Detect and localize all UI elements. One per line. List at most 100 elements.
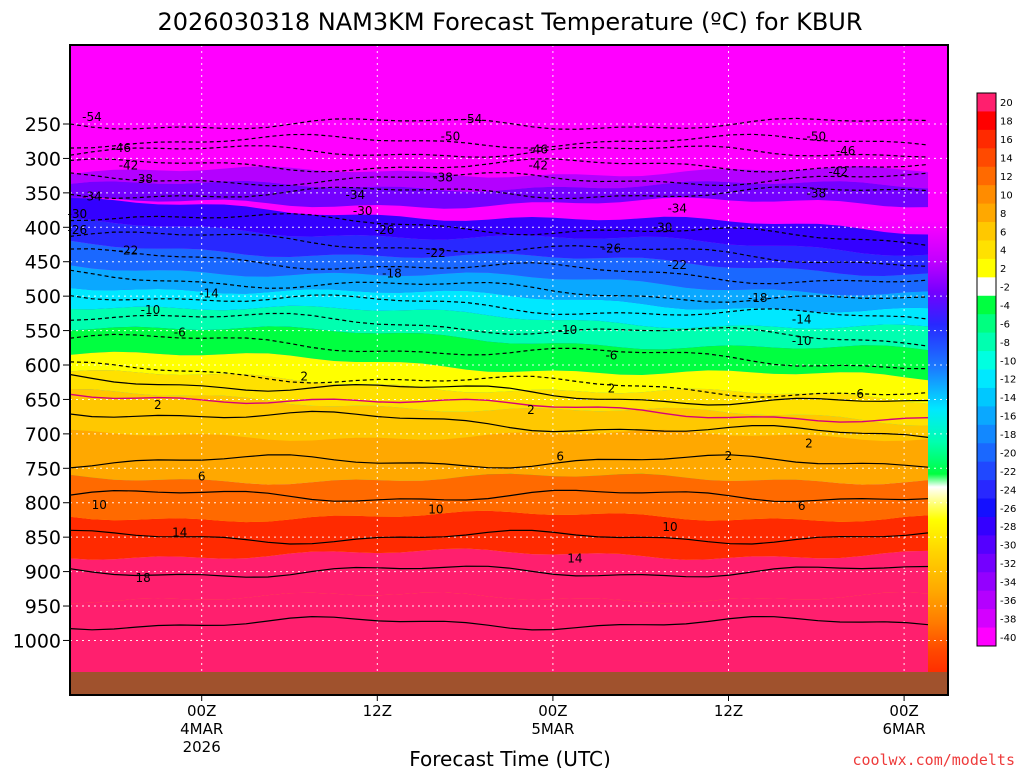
colorbar-swatch	[977, 369, 996, 389]
colorbar-swatch	[977, 240, 996, 260]
temperature-fill-layer	[70, 45, 928, 695]
temperature-band	[70, 265, 928, 313]
contour-label: -10	[141, 303, 161, 317]
contour-label: -34	[82, 189, 102, 203]
colorbar-swatch	[977, 461, 996, 481]
contour-label: -14	[792, 313, 812, 327]
y-tick-label: 300	[25, 148, 61, 170]
contour-label: 2	[154, 398, 162, 412]
contour-label: 14	[172, 525, 187, 539]
chart-title: 2026030318 NAM3KM Forecast Temperature (…	[157, 8, 862, 36]
contour-line	[70, 145, 929, 158]
gridlines	[70, 45, 948, 695]
contour-label: 6	[198, 470, 206, 484]
temperature-band	[70, 198, 928, 256]
y-tick-label: 450	[25, 252, 61, 274]
temperature-band	[70, 510, 928, 560]
contour-line	[70, 410, 929, 438]
y-tick-label: 250	[25, 114, 61, 136]
colorbar-swatch	[977, 480, 996, 500]
contour-label: -42	[119, 158, 139, 172]
colorbar-label: -34	[1000, 577, 1016, 588]
colorbar-swatch	[977, 535, 996, 555]
colorbar-label: -8	[1000, 338, 1010, 349]
credit-text: coolwx.com/modelts	[852, 751, 1015, 768]
colorbar-swatch	[977, 443, 996, 463]
colorbar-label: 2	[1000, 264, 1006, 275]
colorbar-swatch	[977, 590, 996, 610]
contour-label: -42	[528, 158, 548, 172]
colorbar-label: 20	[1000, 98, 1013, 109]
y-tick-label: 350	[25, 183, 61, 205]
temperature-band	[70, 45, 928, 138]
contour-label: 14	[567, 552, 582, 566]
colorbar-swatch	[977, 93, 996, 112]
contour-line	[70, 312, 929, 347]
x-axis-label: Forecast Time (UTC)	[409, 747, 611, 768]
x-tick-label: 00Z	[889, 702, 918, 720]
colorbar-swatch	[977, 148, 996, 168]
colorbar-swatch	[977, 166, 996, 186]
y-tick-label: 800	[25, 493, 61, 515]
temperature-band	[70, 180, 928, 209]
temperature-band	[70, 473, 928, 523]
colorbar-label: -10	[1000, 356, 1016, 367]
contour-label: -42	[828, 165, 848, 179]
contour-label: -10	[558, 323, 578, 337]
y-tick-label: 850	[25, 527, 61, 549]
colorbar-label: -26	[1000, 504, 1016, 515]
contour-label: 2	[725, 449, 733, 463]
colorbar-label: -36	[1000, 596, 1016, 607]
contour-label: 2	[300, 370, 308, 384]
contour-label: -34	[667, 202, 687, 216]
contour-label: -18	[382, 266, 402, 280]
x-tick-label: 4MAR	[180, 720, 223, 738]
contour-line	[70, 565, 929, 578]
colorbar-swatch	[977, 129, 996, 149]
y-tick-label: 400	[25, 217, 61, 239]
colorbar-label: 12	[1000, 172, 1013, 183]
contour-label: -18	[748, 291, 768, 305]
x-tick-label: 6MAR	[883, 720, 926, 738]
contour-line	[70, 269, 929, 303]
contour-line	[70, 454, 929, 469]
colorbar-swatch	[977, 516, 996, 536]
contour-label: 6	[556, 450, 564, 464]
colorbar-label: -32	[1000, 559, 1016, 570]
colorbar-swatch	[977, 351, 996, 370]
contour-label: -26	[602, 242, 622, 256]
contour-line	[70, 333, 929, 370]
x-tick-label: 12Z	[714, 702, 743, 720]
contour-line	[70, 186, 929, 200]
colorbar-label: -18	[1000, 430, 1016, 441]
contour-line	[70, 489, 929, 503]
y-tick-label: 600	[25, 355, 61, 377]
colorbar-swatch	[977, 572, 996, 592]
temperature-band	[70, 166, 928, 192]
colorbar-swatch	[977, 222, 996, 241]
contour-label: 2	[527, 403, 535, 417]
colorbar-label: -20	[1000, 448, 1016, 459]
temperature-band	[70, 240, 928, 296]
colorbar-label: -12	[1000, 375, 1016, 386]
colorbar-swatch	[977, 203, 996, 223]
contour-label: -38	[133, 172, 153, 186]
contour-label: 10	[428, 503, 443, 517]
colorbar-label: -22	[1000, 467, 1016, 478]
surface-ground	[71, 672, 947, 695]
colorbar-label: 6	[1000, 227, 1006, 238]
colorbar-label: -4	[1000, 301, 1010, 312]
contour-label: -38	[433, 171, 453, 185]
colorbar-label: 18	[1000, 117, 1013, 128]
contour-label: -46	[111, 141, 131, 155]
contour-label: 6	[856, 387, 864, 401]
x-tick-label: 00Z	[187, 702, 216, 720]
colorbar-label: 16	[1000, 135, 1013, 146]
colorbar-swatch	[977, 553, 996, 573]
colorbar-swatch	[977, 277, 996, 297]
contour-label: -46	[528, 142, 548, 156]
colorbar-swatch	[977, 424, 996, 444]
colorbar-label: -6	[1000, 319, 1010, 330]
contour-line	[70, 117, 929, 130]
contour-labels: -54 -54-50 -50-46 -46 -46-42 -42 -42-38 -38-38-…	[68, 110, 865, 585]
